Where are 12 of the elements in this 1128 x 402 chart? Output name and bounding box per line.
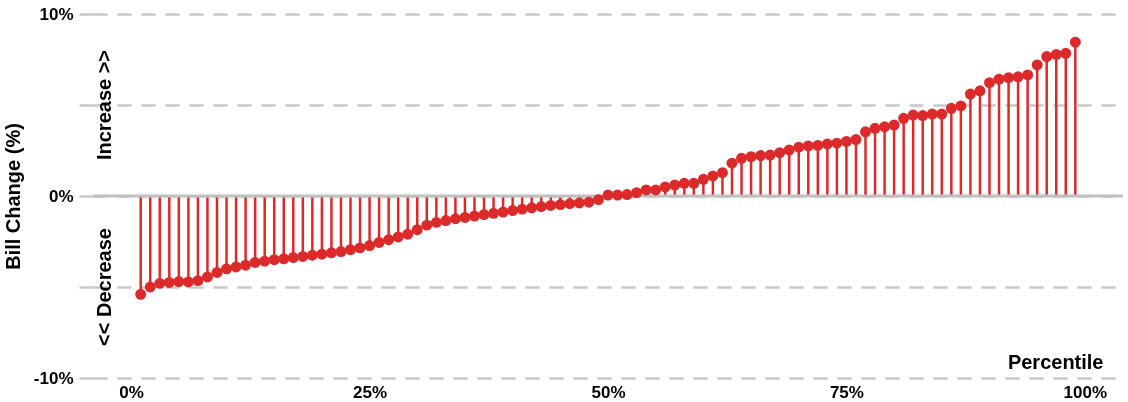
x-tick-label: 25%: [353, 382, 388, 402]
y-tick-label: -10%: [33, 368, 74, 388]
annotation: Increase >>: [93, 49, 115, 161]
x-tick-label: 50%: [591, 382, 626, 402]
x-axis-title: Percentile: [1007, 350, 1104, 373]
annotation: << Decrease: [93, 228, 115, 346]
y-axis-title: Bill Change (%): [1, 123, 24, 270]
x-tick-label: 75%: [829, 382, 864, 402]
y-tick-label: 10%: [39, 4, 74, 24]
y-tick-label: 0%: [48, 186, 74, 206]
x-tick-label: 0%: [119, 382, 144, 402]
x-tick-label: 100%: [1063, 382, 1108, 402]
